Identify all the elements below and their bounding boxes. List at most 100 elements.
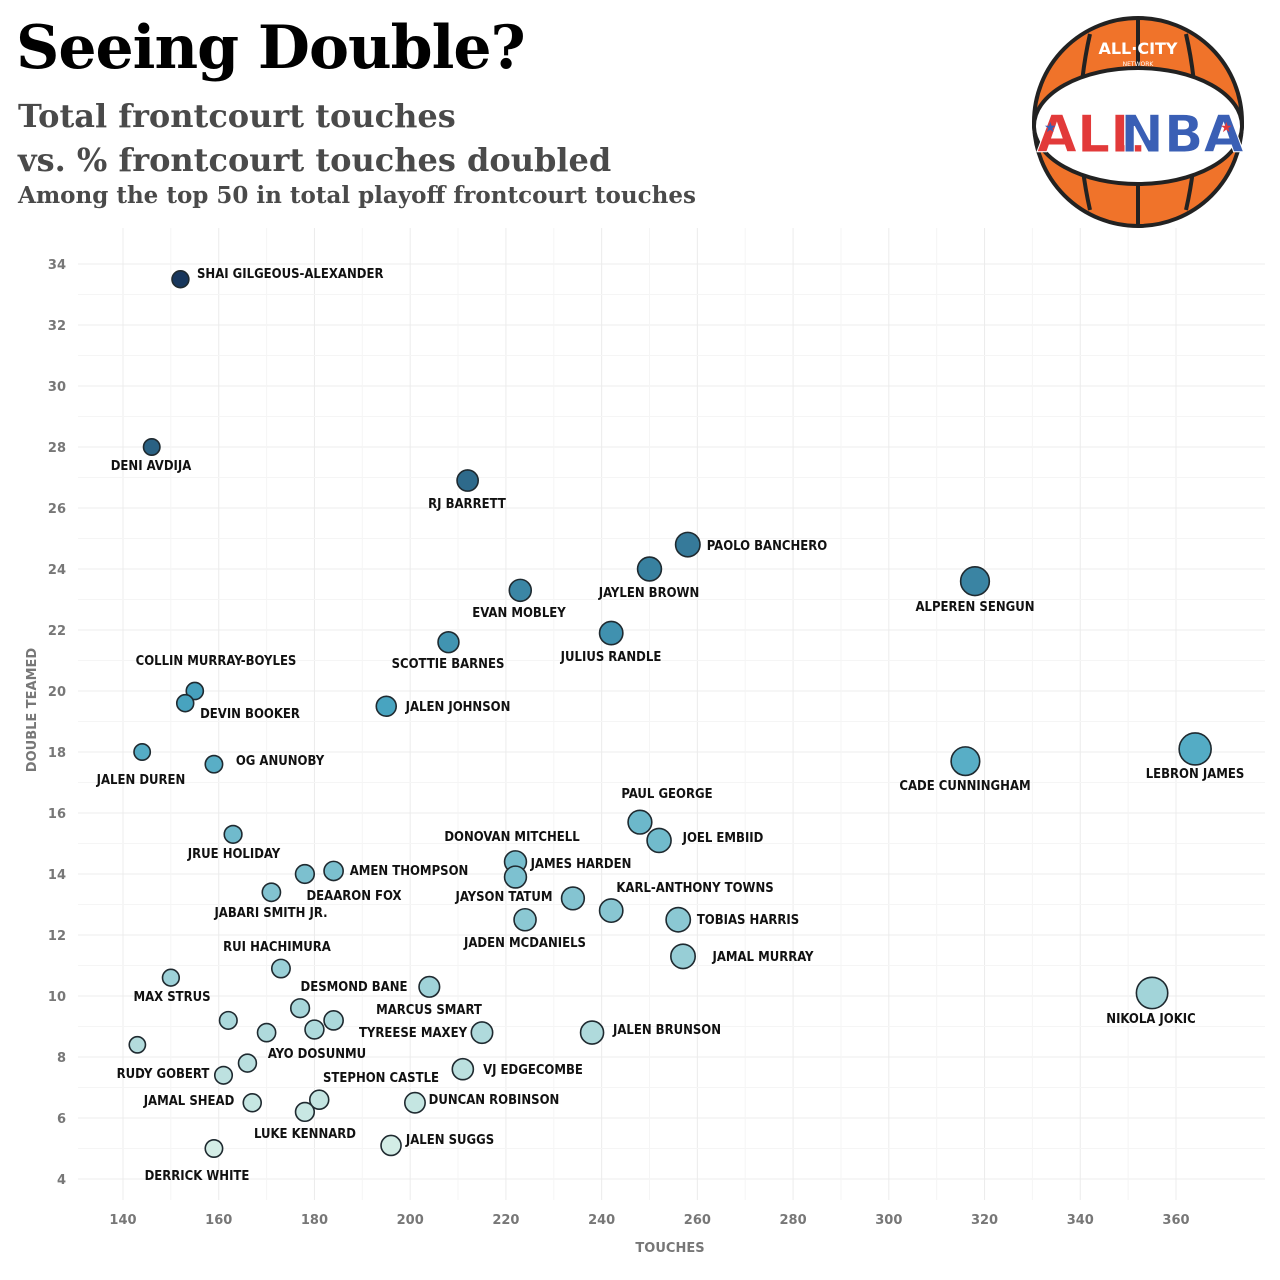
- data-point: [289, 998, 311, 1019]
- point-label: JALEN BRUNSON: [612, 1023, 721, 1038]
- data-point: [636, 556, 663, 582]
- data-point: [503, 865, 528, 889]
- x-tick-label: 320: [971, 1213, 998, 1228]
- x-tick-label: 200: [397, 1213, 424, 1228]
- logo-main-left: ALL: [1037, 105, 1144, 165]
- data-point: [323, 860, 344, 882]
- point-labels: SHAI GILGEOUS-ALEXANDER DENI AVDIJA RJ BAR…: [96, 267, 1245, 1184]
- y-axis-title: DOUBLE TEAMED: [25, 648, 40, 773]
- data-point: [508, 578, 533, 603]
- data-point: [1135, 976, 1169, 1010]
- logo-star-right-icon: ★: [1220, 120, 1233, 136]
- point-label: TOBIAS HARRIS: [697, 913, 799, 928]
- point-label: DENI AVDIJA: [111, 459, 192, 474]
- point-label: AMEN THOMPSON: [350, 864, 469, 879]
- data-point: [237, 1053, 258, 1073]
- x-tick-label: 360: [1162, 1213, 1189, 1228]
- point-label: MARCUS SMART: [376, 1003, 482, 1018]
- logo-small-text: NETWORK: [1123, 61, 1155, 68]
- x-tick-label: 160: [205, 1213, 232, 1228]
- data-point: [261, 882, 282, 903]
- x-tick-label: 280: [780, 1213, 807, 1228]
- data-point: [950, 746, 981, 777]
- data-point: [598, 620, 624, 646]
- point-label: JAMES HARDEN: [530, 857, 632, 872]
- point-label: RUI HACHIMURA: [223, 940, 331, 955]
- point-label: PAOLO BANCHERO: [707, 539, 827, 554]
- data-point: [128, 1035, 147, 1054]
- y-tick-label: 24: [48, 563, 66, 578]
- x-tick-label: 140: [109, 1213, 136, 1228]
- point-label: NIKOLA JOKIC: [1106, 1012, 1195, 1027]
- chart-subtitle-line1: Total frontcourt touches: [18, 97, 456, 135]
- point-label: JULIUS RANDLE: [560, 650, 662, 665]
- data-point: [959, 566, 991, 597]
- point-label: EVAN MOBLEY: [472, 606, 566, 621]
- point-label: JAMAL MURRAY: [711, 950, 814, 965]
- point-label: DERRICK WHITE: [145, 1169, 250, 1184]
- data-point: [375, 695, 398, 718]
- data-point: [218, 1010, 238, 1030]
- x-tick-label: 220: [492, 1213, 519, 1228]
- data-point: [456, 469, 479, 492]
- data-point: [470, 1021, 494, 1045]
- data-point: [133, 743, 152, 761]
- point-label: OG ANUNOBY: [236, 754, 325, 769]
- data-point: [513, 907, 537, 932]
- y-tick-label: 14: [48, 868, 66, 883]
- point-label: DUNCAN ROBINSON: [429, 1093, 560, 1108]
- data-point: [627, 809, 653, 835]
- data-point: [185, 681, 205, 701]
- y-tick-label: 28: [48, 441, 66, 456]
- point-label: JAYSON TATUM: [455, 890, 553, 905]
- data-point: [204, 1139, 224, 1158]
- data-point: [674, 531, 701, 558]
- point-label: RUDY GOBERT: [117, 1067, 210, 1082]
- data-point: [437, 630, 460, 654]
- point-label: JADEN MCDANIELS: [463, 936, 586, 951]
- data-point: [223, 824, 243, 844]
- point-label: JALEN SUGGS: [405, 1133, 494, 1148]
- data-point: [270, 958, 291, 979]
- y-tick-label: 8: [57, 1051, 66, 1066]
- point-label: DONOVAN MITCHELL: [444, 830, 580, 845]
- point-label: SCOTTIE BARNES: [392, 657, 505, 672]
- y-tick-label: 34: [48, 258, 66, 273]
- y-tick-label: 6: [57, 1112, 66, 1127]
- point-label: ALPEREN SENGUN: [915, 600, 1034, 615]
- y-tick-label: 18: [48, 746, 66, 761]
- point-label: DEAARON FOX: [306, 889, 401, 904]
- point-label: KARL-ANTHONY TOWNS: [616, 881, 773, 896]
- y-tick-label: 22: [48, 624, 66, 639]
- point-label: JRUE HOLIDAY: [187, 847, 281, 862]
- point-label: JAMAL SHEAD: [143, 1094, 235, 1109]
- data-point: [294, 863, 316, 885]
- logo-top-text: ALL·CITY: [1098, 39, 1177, 58]
- data-point: [560, 886, 586, 911]
- point-label: LUKE KENNARD: [254, 1127, 356, 1142]
- point-label: JABARI SMITH JR.: [213, 906, 327, 921]
- chart-subtitle-line2: vs. % frontcourt touches doubled: [18, 141, 612, 179]
- point-label: CADE CUNNINGHAM: [899, 779, 1030, 794]
- point-label: STEPHON CASTLE: [323, 1071, 439, 1086]
- x-tick-label: 300: [875, 1213, 902, 1228]
- data-point: [175, 693, 195, 713]
- data-points: [128, 270, 1212, 1158]
- y-axis-ticks: 4 6 8 10 12 14 16 18 20 22 24 26 28 30 32 34: [48, 258, 66, 1188]
- data-point: [142, 437, 161, 457]
- point-label: JALEN DUREN: [96, 773, 186, 788]
- x-tick-label: 340: [1067, 1213, 1094, 1228]
- point-label: JALEN JOHNSON: [405, 700, 511, 715]
- data-point: [294, 1101, 316, 1123]
- x-axis-title: TOUCHES: [635, 1241, 704, 1256]
- point-label: RJ BARRETT: [428, 497, 506, 512]
- y-tick-label: 20: [48, 685, 66, 700]
- point-label: AYO DOSUNMU: [268, 1047, 366, 1062]
- y-tick-label: 4: [57, 1173, 66, 1188]
- y-tick-label: 12: [48, 929, 66, 944]
- point-label: DESMOND BANE: [300, 980, 407, 995]
- y-tick-label: 16: [48, 807, 66, 822]
- point-label: COLLIN MURRAY-BOYLES: [136, 654, 297, 669]
- data-point: [204, 754, 224, 774]
- data-point: [256, 1022, 277, 1043]
